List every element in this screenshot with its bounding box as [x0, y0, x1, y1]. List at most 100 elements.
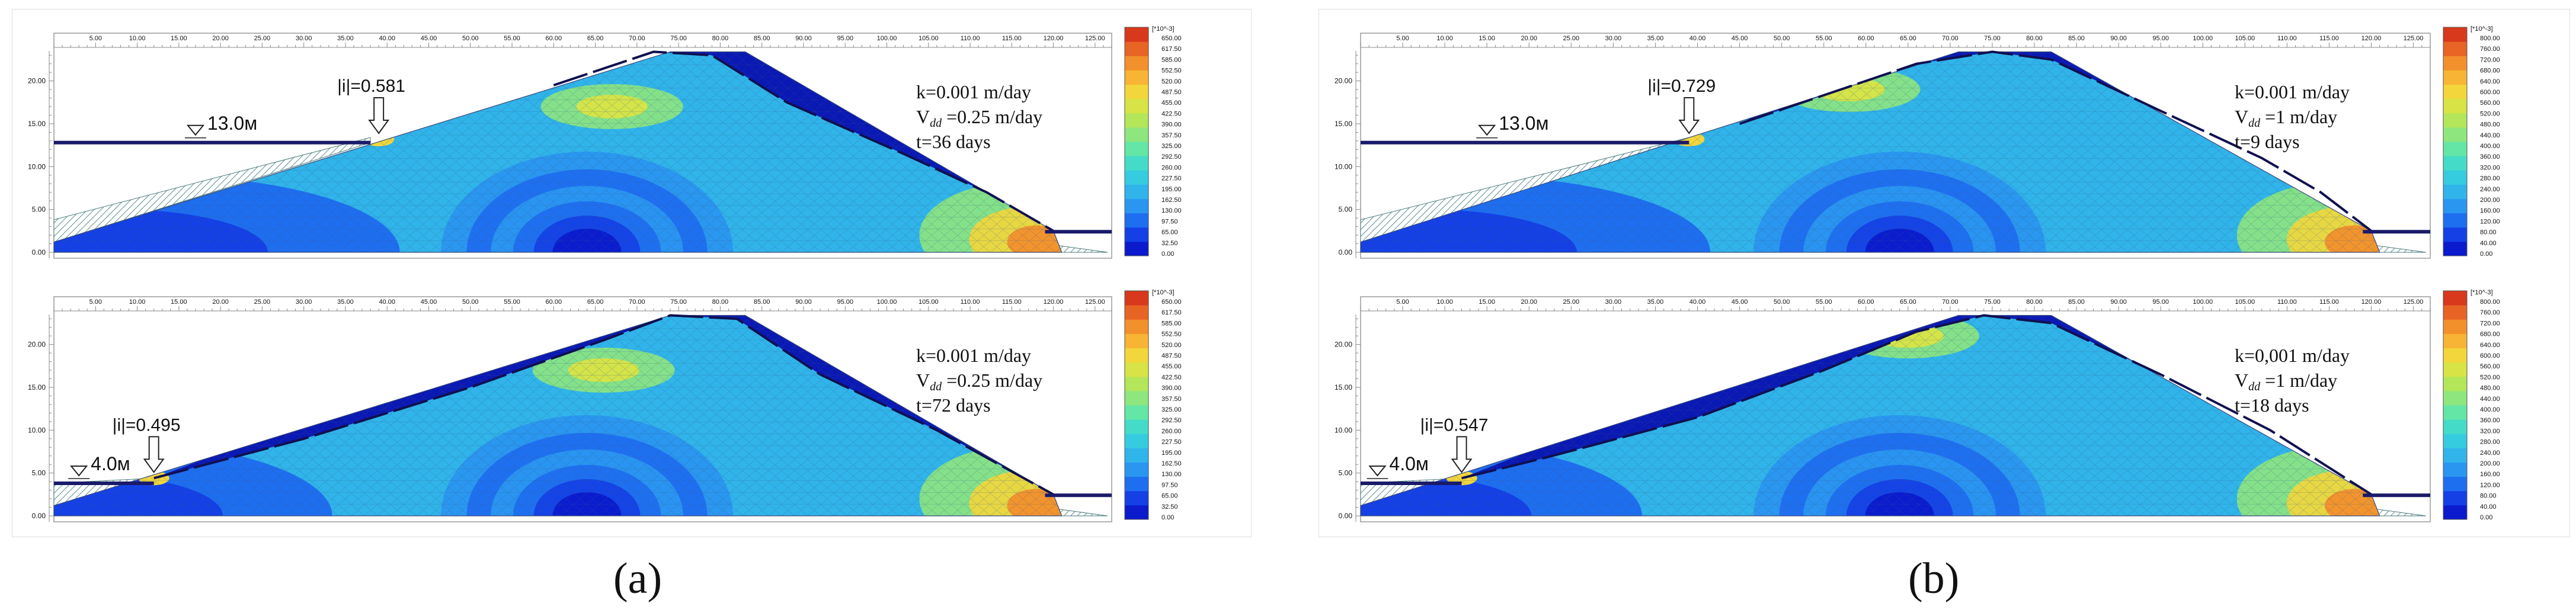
colorbar-tick-label: 440.00	[2480, 396, 2500, 403]
x-tick-label: 105.00	[919, 35, 939, 42]
time-label: t=72 days	[916, 394, 991, 416]
colorbar-band	[1125, 41, 1148, 56]
x-tick-label: 30.00	[1605, 35, 1622, 42]
x-tick-label: 15.00	[171, 35, 187, 42]
colorbar-band	[2443, 448, 2467, 463]
x-tick-label: 70.00	[1942, 35, 1959, 42]
colorbar-tick-label: 162.50	[1161, 197, 1182, 204]
colorbar-band	[1125, 333, 1148, 348]
x-tick-label: 25.00	[1563, 299, 1580, 306]
y-tick-label: 10.00	[1335, 426, 1352, 434]
x-tick-label: 15.00	[171, 299, 187, 306]
y-tick-label: 20.00	[28, 341, 46, 349]
plot-b-top: 5.00 10.00 15.00 20.00 25.00 30.00 35.00 40.00 4…	[1319, 9, 2569, 273]
colorbar-tick-label: 520.00	[2480, 374, 2500, 381]
contour-band	[1865, 229, 1934, 252]
x-tick-label: 50.00	[462, 35, 479, 42]
plot-a-top: 5.00 10.00 15.00 20.00 25.00 30.00 35.00 40.00 4…	[12, 9, 1251, 273]
seepage-plot-b-18-days: 5.00 10.00 15.00 20.00 25.00 30.00 35.00 40.00 4…	[1335, 289, 2500, 522]
y-tick-label: 15.00	[1335, 383, 1352, 391]
colorbar-band	[1125, 84, 1148, 100]
colorbar-frame	[1124, 290, 1149, 520]
x-tick-label: 125.00	[1085, 35, 1105, 42]
x-tick-label: 95.00	[2152, 35, 2169, 42]
colorbar-tick-label: 40.00	[2480, 240, 2497, 247]
colorbar-tick-label: 320.00	[2480, 428, 2500, 435]
colorbar-tick-label: 455.00	[1161, 100, 1182, 107]
colorbar-tick-label: 0.00	[2480, 514, 2492, 521]
x-tick-label: 60.00	[546, 299, 562, 306]
colorbar-tick-label: 520.00	[1161, 78, 1182, 85]
contour-band	[1846, 216, 1953, 252]
x-tick-label: 20.00	[1521, 299, 1537, 306]
x-tick-label: 100.00	[877, 35, 897, 42]
x-tick-label: 70.00	[629, 299, 645, 306]
colorbar-tick-label: 650.00	[1161, 299, 1182, 306]
x-tick-label: 35.00	[1647, 35, 1664, 42]
y-tick-label: 20.00	[1335, 77, 1352, 85]
colorbar-tick-label: 280.00	[2480, 175, 2500, 182]
x-tick-label: 55.00	[504, 299, 520, 306]
colorbar-tick-label: 585.00	[1161, 56, 1182, 63]
water-level-label: 4.0м	[1389, 453, 1428, 474]
colorbar-tick-label: 357.50	[1161, 396, 1182, 403]
colorbar-band	[2443, 490, 2467, 506]
y-tick-label: 0.00	[32, 248, 46, 256]
x-tick-label: 80.00	[712, 299, 729, 306]
colorbar-tick-label: 640.00	[2480, 342, 2500, 349]
water-level-symbol	[186, 124, 205, 136]
colorbar-band	[2443, 227, 2467, 242]
colorbar-tick-label: 720.00	[2480, 56, 2500, 63]
colorbar-band	[1125, 291, 1148, 306]
time-label: t=36 days	[916, 131, 991, 152]
x-tick-label: 10.00	[129, 35, 146, 42]
time-label: t=18 days	[2235, 394, 2309, 416]
x-tick-label: 90.00	[2110, 299, 2127, 306]
colorbar-band	[2443, 241, 2467, 256]
x-tick-label: 40.00	[1689, 35, 1706, 42]
x-tick-label: 125.00	[2404, 299, 2424, 306]
contour-band	[552, 229, 622, 252]
colorbar-band	[1125, 70, 1148, 85]
colorbar-band	[2443, 434, 2467, 448]
colorbar-tick-label: 260.00	[1161, 428, 1182, 435]
gradient-label: |i|=0.547	[1420, 415, 1489, 435]
x-tick-label: 5.00	[89, 35, 102, 42]
colorbar-tick-label: 800.00	[2480, 35, 2500, 42]
x-tick-label: 80.00	[712, 35, 729, 42]
x-tick-label: 95.00	[837, 299, 853, 306]
water-level-label: 13.0м	[207, 113, 257, 134]
x-tick-label: 60.00	[546, 35, 562, 42]
water-level-label: 13.0м	[1499, 113, 1548, 134]
x-tick-label: 55.00	[1816, 299, 1832, 306]
figure-label-a: (a)	[613, 554, 663, 603]
y-tick-label: 5.00	[1339, 206, 1353, 214]
colorbar-tick-label: 360.00	[2480, 417, 2500, 424]
colorbar-tick-label: 560.00	[2480, 363, 2500, 370]
contour-band	[54, 438, 332, 516]
colorbar-band	[1125, 434, 1148, 448]
x-tick-label: 25.00	[1563, 35, 1580, 42]
contour-band	[1361, 473, 1532, 516]
drawdown-rate-label: Vdd =1 m/day	[2235, 106, 2337, 130]
x-tick-label: 100.00	[2193, 35, 2213, 42]
colorbar-tick-label: 357.50	[1161, 132, 1182, 139]
water-level-symbol	[1368, 466, 1387, 477]
colorbar-band	[2443, 84, 2467, 100]
gradient-arrow-icon	[368, 97, 390, 134]
x-tick-label: 5.00	[1396, 35, 1409, 42]
colorbar-band	[2443, 213, 2467, 228]
contour-band	[54, 473, 223, 516]
y-tick-label: 20.00	[28, 77, 46, 85]
colorbar-tick-label: 195.00	[1161, 186, 1182, 193]
contour-band	[1846, 479, 1953, 516]
gradient-arrow-icon	[1678, 97, 1700, 134]
colorbar-tick-label: 120.00	[2480, 482, 2500, 489]
y-tick-label: 15.00	[1335, 120, 1352, 128]
x-tick-label: 110.00	[2277, 299, 2297, 306]
x-tick-label: 45.00	[421, 35, 437, 42]
permeability-label: k=0.001 m/day	[2235, 81, 2350, 102]
colorbar-band	[2443, 462, 2467, 477]
colorbar-band	[2443, 127, 2467, 142]
x-tick-label: 75.00	[1984, 35, 2001, 42]
